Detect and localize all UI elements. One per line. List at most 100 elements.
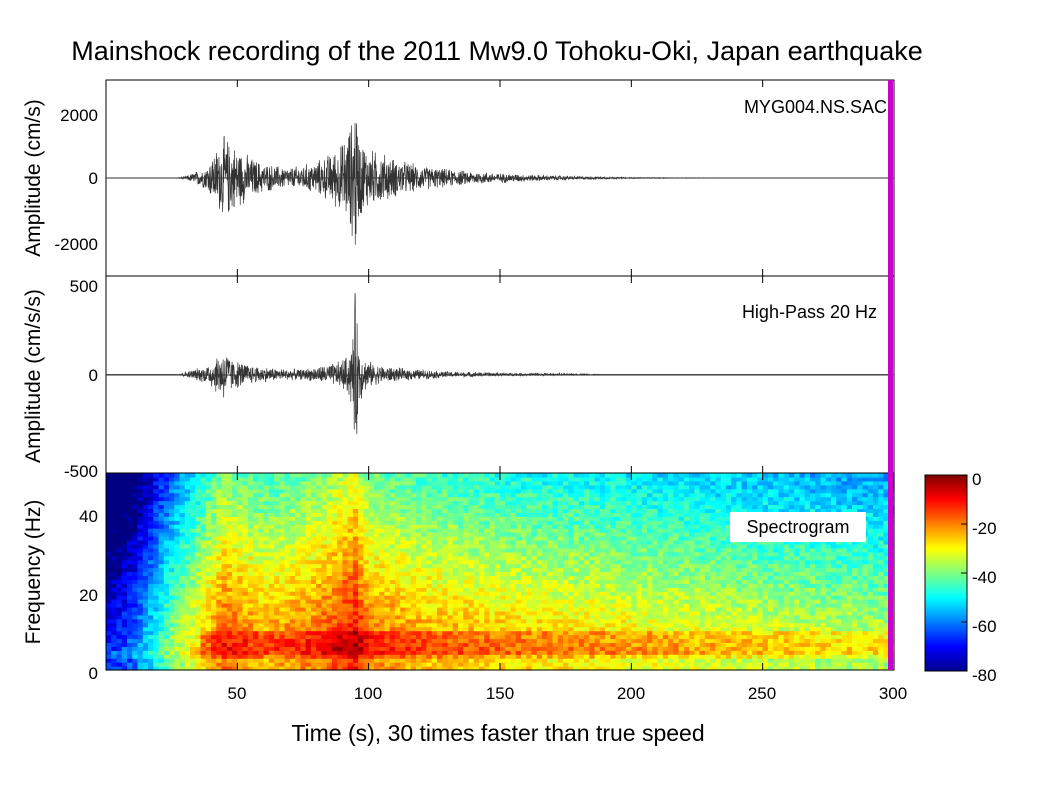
spectrogram-cell — [547, 492, 554, 498]
spectrogram-cell — [316, 559, 322, 565]
spectrogram-cell — [284, 610, 291, 616]
spectrogram-cell — [431, 646, 438, 651]
spectrogram-cell — [615, 473, 622, 478]
spectrogram-cell — [463, 500, 470, 506]
spectrogram-cell — [463, 567, 470, 573]
spectrogram-cell — [190, 500, 196, 506]
spectrogram-cell — [226, 606, 233, 612]
spectrogram-cell — [174, 638, 181, 644]
spectrogram-cell — [510, 614, 517, 620]
spectrogram-cell — [226, 658, 233, 663]
spectrogram-cell — [190, 599, 196, 604]
spectrogram-cell — [394, 563, 401, 569]
spectrogram-cell — [337, 567, 343, 573]
spectrogram-cell — [253, 646, 259, 651]
spectrogram-cell — [111, 551, 118, 557]
spectrogram-cell — [484, 520, 491, 525]
spectrogram-cell — [415, 480, 422, 486]
spectrogram-cell — [111, 571, 118, 577]
spectrogram-cell — [316, 555, 322, 561]
spectrogram-cell — [384, 524, 391, 529]
spectrogram-cell — [468, 666, 475, 671]
spectrogram-cell — [268, 646, 275, 651]
spectrogram-cell — [373, 547, 380, 553]
spectrogram-cell — [373, 516, 380, 521]
spectrogram-cell — [316, 528, 322, 533]
spectrogram-cell — [415, 626, 422, 632]
spectrogram-cell — [526, 622, 533, 628]
spectrogram-cell — [384, 638, 391, 644]
spectrogram-cell — [505, 536, 512, 541]
spectrogram-cell — [605, 587, 611, 592]
spectrogram-cell — [599, 587, 606, 592]
spectrogram-cell — [510, 492, 517, 498]
spectrogram-cell — [305, 504, 312, 510]
spectrogram-cell — [405, 476, 412, 482]
spectrogram-cell — [536, 547, 543, 553]
spectrogram-cell — [568, 666, 575, 671]
spectrogram-cell — [384, 480, 391, 486]
spectrogram-cell — [274, 476, 280, 482]
spectrogram-cell — [358, 516, 365, 521]
spectrogram-cell — [384, 583, 391, 588]
spectrogram-cell — [163, 583, 170, 588]
spectrogram-cell — [599, 622, 606, 628]
spectrogram-cell — [557, 551, 564, 557]
spectrogram-cell — [158, 575, 165, 580]
spectrogram-cell — [190, 603, 196, 608]
spectrogram-cell — [610, 567, 617, 573]
spectrogram-cell — [368, 547, 375, 553]
spectrogram-cell — [316, 543, 322, 549]
spectrogram-cell — [106, 492, 112, 498]
spectrogram-cell — [615, 595, 622, 600]
spectrogram-cell — [521, 646, 527, 651]
spectrogram-cell — [484, 555, 491, 561]
spectrogram-cell — [342, 603, 349, 608]
spectrogram-cell — [247, 532, 254, 537]
spectrogram-cell — [158, 662, 165, 667]
spectrogram-cell — [478, 543, 485, 549]
spectrogram-cell — [452, 512, 459, 517]
spectrogram-cell — [179, 476, 186, 482]
spectrogram-cell — [473, 618, 480, 624]
spectrogram-cell — [415, 516, 422, 521]
spectrogram-cell — [521, 488, 527, 494]
spectrogram-cell — [589, 567, 596, 573]
spectrogram-cell — [452, 480, 459, 486]
spectrogram-cell — [253, 520, 259, 525]
spectrogram-cell — [426, 571, 433, 577]
spectrogram-cell — [284, 524, 291, 529]
spectrogram-cell — [316, 575, 322, 580]
spectrogram-cell — [584, 536, 590, 541]
spectrogram-cell — [599, 508, 606, 513]
spectrogram-cell — [158, 555, 165, 561]
spectrogram-cell — [473, 547, 480, 553]
spectrogram-cell — [568, 634, 575, 640]
spectrogram-cell — [226, 520, 233, 525]
spectrogram-cell — [258, 516, 265, 521]
spectrogram-cell — [305, 488, 312, 494]
spectrogram-cell — [421, 603, 428, 608]
spectrogram-cell — [615, 496, 622, 502]
spectrogram-cell — [268, 559, 275, 565]
spectrogram-cell — [415, 603, 422, 608]
spectrogram-cell — [515, 626, 522, 632]
spectrogram-cell — [568, 484, 575, 490]
spectrogram-cell — [484, 630, 491, 636]
spectrogram-cell — [127, 563, 133, 569]
spectrogram-cell — [373, 496, 380, 502]
spectrogram-cell — [142, 532, 149, 537]
spectrogram-cell — [184, 662, 191, 667]
spectrogram-cell — [279, 622, 286, 628]
spectrogram-cell — [174, 595, 181, 600]
spectrogram-cell — [142, 512, 149, 517]
spectrogram-cell — [547, 504, 554, 510]
spectrogram-cell — [468, 547, 475, 553]
spectrogram-cell — [237, 500, 244, 506]
spectrogram-cell — [557, 488, 564, 494]
spectrogram-cell — [489, 630, 496, 636]
spectrogram-cell — [121, 634, 128, 640]
spectrogram-cell — [536, 567, 543, 573]
spectrogram-cell — [331, 539, 338, 545]
spectrogram-cell — [190, 646, 196, 651]
